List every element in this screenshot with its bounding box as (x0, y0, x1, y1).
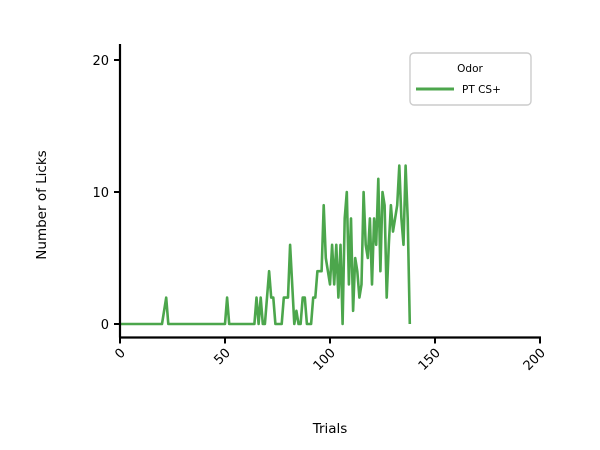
plot-area (120, 164, 412, 326)
x-tick-label: 50 (212, 346, 234, 368)
legend-label-pt-cs-plus: PT CS+ (462, 84, 501, 96)
x-tick-label: 200 (521, 346, 549, 374)
x-tick-label: 100 (311, 346, 339, 374)
x-tick-label: 0 (112, 346, 128, 362)
legend-title: Odor (457, 63, 483, 75)
x-tick-label: 150 (416, 346, 444, 374)
legend: Odor PT CS+ (409, 52, 532, 106)
y-axis-label: Number of Licks (34, 150, 50, 259)
x-axis-label: Trials (312, 421, 348, 437)
series-line-0 (120, 164, 412, 326)
y-axis-ticks: 0 10 20 (92, 54, 120, 333)
legend-box (409, 52, 532, 106)
y-tick-label: 10 (92, 186, 109, 201)
y-tick-label: 20 (92, 54, 109, 69)
x-axis-ticks: 0 50 100 150 200 (112, 337, 549, 374)
y-tick-label: 0 (101, 318, 109, 333)
